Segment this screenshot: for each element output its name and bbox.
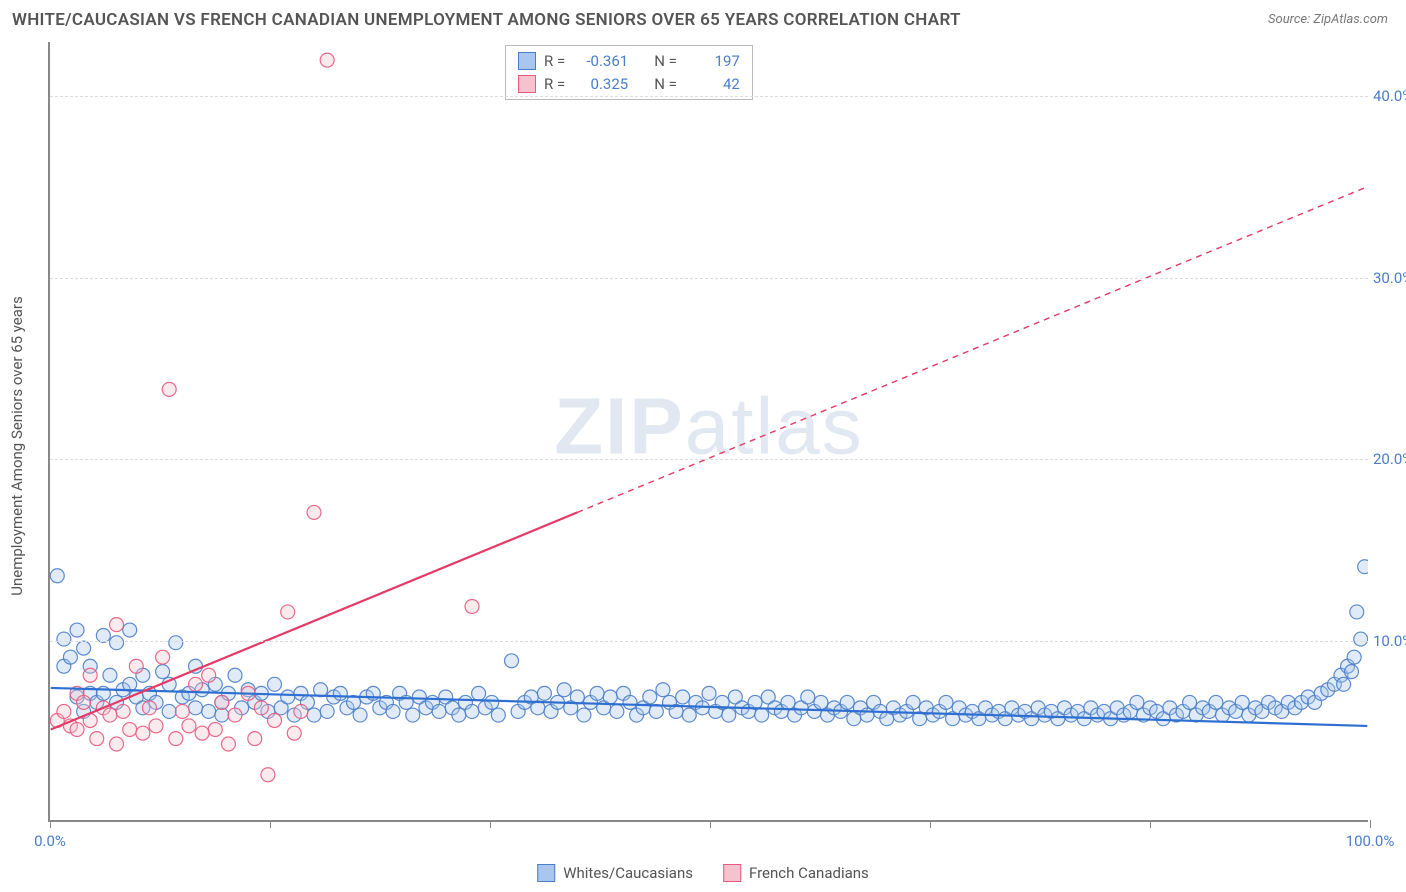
source-attribution: Source: ZipAtlas.com [1268,12,1388,27]
stats-row: R = 0.325 N = 42 [518,73,740,96]
series-legend: Whites/Caucasians French Canadians [537,864,869,882]
y-tick-label: 10.0% [1373,632,1406,650]
series-swatch [518,75,536,93]
series-swatch [537,864,555,882]
y-tick-label: 20.0% [1373,450,1406,468]
r-value: 0.325 [573,73,628,96]
y-axis-label: Unemployment Among Seniors over 65 years [8,296,26,595]
r-label: R = [544,73,565,96]
stats-row: R = -0.361 N = 197 [518,50,740,73]
plot-area: ZIPatlas R =-0.361N =197R =0.325N =42 10… [48,42,1368,822]
correlation-chart: WHITE/CAUCASIAN VS FRENCH CANADIAN UNEMP… [0,0,1406,892]
series-swatch [723,864,741,882]
n-value: 197 [685,50,740,73]
stats-legend-box: R = -0.361 N = 197 R = 0.325 N = 42 [505,45,753,100]
legend-label: Whites/Caucasians [563,864,693,882]
r-label: R = [544,50,565,73]
series-swatch [518,52,536,70]
chart-title: WHITE/CAUCASIAN VS FRENCH CANADIAN UNEMP… [12,10,961,30]
x-tick-label: 100.0% [1346,832,1395,850]
chart-svg [50,42,1368,820]
y-tick-label: 40.0% [1373,87,1406,105]
n-label: N = [654,50,677,73]
legend-item: French Canadians [723,864,869,882]
x-tick-label: 0.0% [34,832,66,850]
legend-item: Whites/Caucasians [537,864,693,882]
n-label: N = [654,73,677,96]
legend-label: French Canadians [749,864,869,882]
n-value: 42 [685,73,740,96]
y-tick-label: 30.0% [1373,269,1406,287]
r-value: -0.361 [573,50,628,73]
